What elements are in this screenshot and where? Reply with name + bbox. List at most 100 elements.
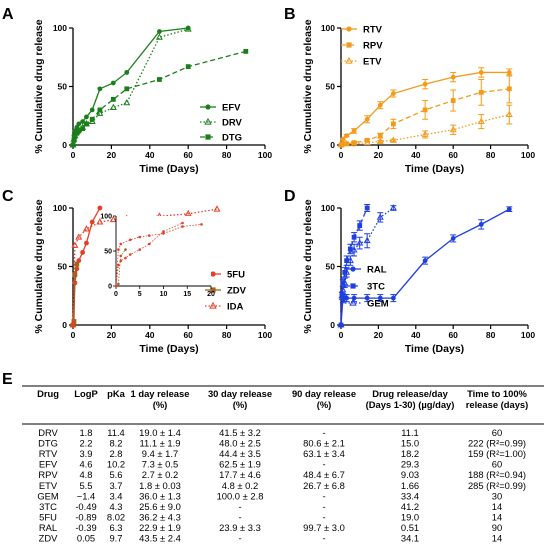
data-point xyxy=(421,130,429,137)
x-tick-label: 40 xyxy=(411,330,421,340)
table-cell: 19.0 xyxy=(401,511,419,522)
data-point xyxy=(110,80,116,86)
table-cell: RAL xyxy=(39,522,57,533)
legend-label: DTG xyxy=(222,133,242,144)
table-row: DRV 1.8 11.4 19.0 ± 1.4 41.5 ± 3.2 - 11.1 60 xyxy=(38,427,502,438)
table-cell: 4.8 xyxy=(79,469,92,480)
legend-label: 3TC xyxy=(367,282,385,293)
y-tick-label: 100 xyxy=(53,23,67,33)
table-cell: IDA xyxy=(40,543,56,545)
table-cell: - xyxy=(322,459,325,470)
data-point xyxy=(97,205,103,211)
data-point xyxy=(157,77,162,82)
table-cell: 63.1 ± 3.4 xyxy=(303,448,345,459)
plots-layer: 0 20 40 60 80 100 0 50 100 Time (Days) % Cumulativ… xyxy=(33,19,535,355)
data-point xyxy=(89,219,95,225)
inset-data-point xyxy=(119,259,123,263)
data-point xyxy=(340,136,346,142)
data-point xyxy=(351,140,357,146)
x-tick-label: 100 xyxy=(521,330,535,340)
legend-marker xyxy=(345,56,353,64)
data-point xyxy=(343,268,351,275)
data-point xyxy=(364,295,370,301)
data-point xyxy=(450,236,456,241)
table-cell: 90 xyxy=(492,522,502,533)
x-tick-label: 80 xyxy=(486,150,496,160)
table-cell: 41.5 ± 3.2 xyxy=(219,427,261,438)
table-cell: 48.0 ± 2.5 xyxy=(219,438,261,449)
data-point xyxy=(80,250,85,255)
table-cell: 159 (R²=1.00) xyxy=(468,448,526,459)
series-ida xyxy=(69,205,221,328)
data-point xyxy=(351,234,357,240)
inset-data-point xyxy=(117,282,120,286)
legend: RAL 3TC GEM xyxy=(345,265,389,310)
inset-data-point xyxy=(117,248,120,251)
inset-data-point xyxy=(147,234,151,237)
inset-data-point xyxy=(181,225,184,228)
data-point xyxy=(347,246,353,252)
data-point xyxy=(505,110,513,117)
table-cell: 11.1 ± 1.9 xyxy=(140,438,181,449)
inset-data-point xyxy=(181,221,184,225)
series-ral xyxy=(338,206,513,328)
data-point xyxy=(243,49,249,54)
data-point xyxy=(185,64,191,70)
data-point xyxy=(364,205,370,211)
table-cell: - xyxy=(322,501,325,512)
data-point xyxy=(89,107,95,113)
data-point xyxy=(84,121,89,127)
x-tick-label: 0 xyxy=(339,330,344,340)
data-point xyxy=(124,86,130,92)
y-tick-label: 0 xyxy=(330,320,335,330)
table-cell: 8.2 xyxy=(109,438,122,449)
data-point xyxy=(449,125,457,133)
data-point xyxy=(76,128,82,134)
data-point xyxy=(337,141,345,148)
data-point xyxy=(478,89,484,95)
legend-label: ETV xyxy=(363,57,382,68)
legend-label: EFV xyxy=(222,103,241,114)
data-point xyxy=(357,223,363,228)
series-etv xyxy=(337,104,513,148)
inset-series-5fu xyxy=(114,221,184,288)
inset-data-point xyxy=(128,238,132,242)
x-tick-label: 60 xyxy=(448,150,458,160)
table-cell: 22.9 ± 1.9 xyxy=(139,522,181,533)
data-point xyxy=(350,246,358,253)
x-tick-label: 60 xyxy=(183,150,193,160)
x-tick-label: 40 xyxy=(145,150,155,160)
data-point xyxy=(184,209,192,217)
table-cell: - xyxy=(322,533,325,544)
inset-x-tick-label: 5 xyxy=(138,291,142,298)
table-cell: -0.39 xyxy=(75,522,96,533)
data-point xyxy=(96,218,104,225)
data-point xyxy=(82,225,90,232)
y-axis-title: % Cumulative drug release xyxy=(33,19,45,153)
data-point xyxy=(69,321,77,328)
x-tick-label: 20 xyxy=(107,330,117,340)
table-cell: -0.89 xyxy=(75,511,96,522)
table-header-cell: (%) xyxy=(317,399,332,410)
chart-panel-d: 0 20 40 60 80 100 0 50 100 Time (Days) % Cumulativ… xyxy=(302,199,535,355)
data-point xyxy=(74,261,80,267)
x-axis-title: Time (Days) xyxy=(139,343,198,355)
legend-marker xyxy=(210,271,216,277)
series-drv xyxy=(69,25,192,148)
table-row: IDA 0.2 9.5 68.4 ± 3.6 94.8 ± 0.9 - 16.4 60 xyxy=(40,543,502,545)
legend-label: RPV xyxy=(363,41,383,52)
data-point xyxy=(506,86,512,92)
data-point xyxy=(350,139,358,147)
x-tick-label: 100 xyxy=(258,150,272,160)
table-cell: 16.4 xyxy=(401,543,419,545)
legend-label: RTV xyxy=(363,25,383,36)
table-cell: 80.6 ± 2.1 xyxy=(303,438,345,449)
y-tick-label: 50 xyxy=(58,82,68,92)
x-tick-label: 80 xyxy=(486,330,496,340)
table-cell: 0.05 xyxy=(77,533,95,544)
table-cell: 100.0 ± 2.8 xyxy=(217,490,264,501)
table-cell: 4.8 ± 0.2 xyxy=(222,480,258,491)
legend-label: IDA xyxy=(227,302,244,313)
